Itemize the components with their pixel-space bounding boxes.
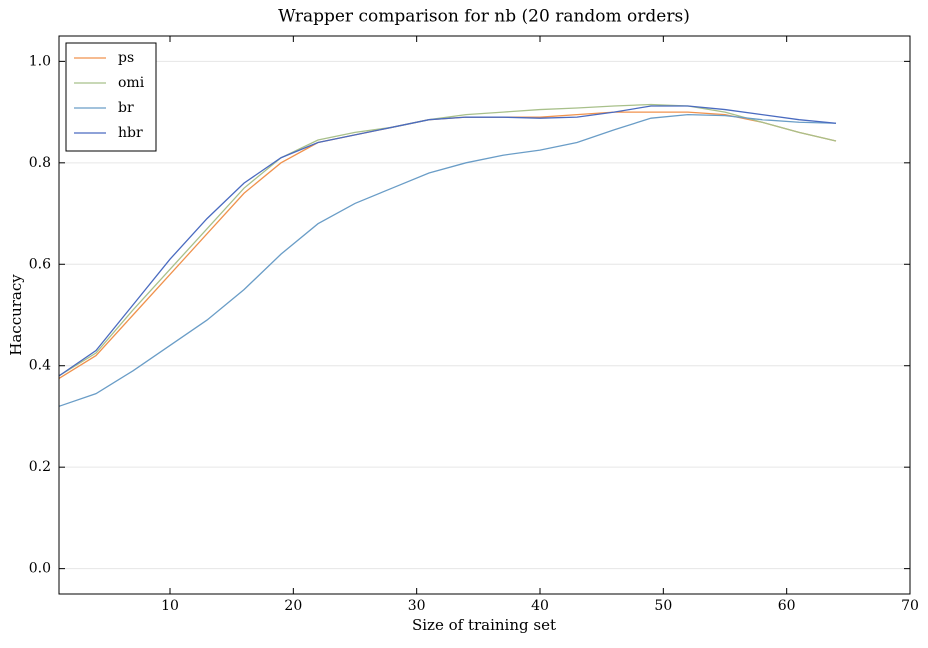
line-series: [58, 113, 837, 407]
x-tick-label: 30: [408, 598, 426, 614]
legend-label: ps: [118, 50, 134, 66]
legend-label: omi: [118, 75, 145, 91]
line-series: [58, 105, 837, 377]
y-tick-label: 0.6: [29, 256, 51, 272]
y-axis-label: Haccuracy: [7, 274, 25, 356]
line-series: [58, 103, 837, 377]
legend-label: br: [118, 100, 134, 116]
y-tick-label: 0.0: [29, 561, 51, 577]
x-axis-label: Size of training set: [412, 616, 556, 634]
line-series: [58, 111, 837, 379]
legend-label: hbr: [118, 125, 143, 141]
y-tick-label: 0.2: [29, 459, 51, 475]
x-tick-label: 70: [901, 598, 919, 614]
x-tick-label: 40: [531, 598, 549, 614]
x-tick-label: 60: [778, 598, 796, 614]
y-tick-label: 1.0: [29, 53, 51, 69]
x-tick-label: 10: [161, 598, 179, 614]
y-tick-label: 0.4: [29, 358, 51, 374]
x-tick-label: 50: [654, 598, 672, 614]
plot-frame: [58, 35, 911, 595]
x-tick-label: 20: [284, 598, 302, 614]
y-tick-label: 0.8: [29, 155, 51, 171]
chart-title: Wrapper comparison for nb (20 random ord…: [278, 7, 690, 27]
